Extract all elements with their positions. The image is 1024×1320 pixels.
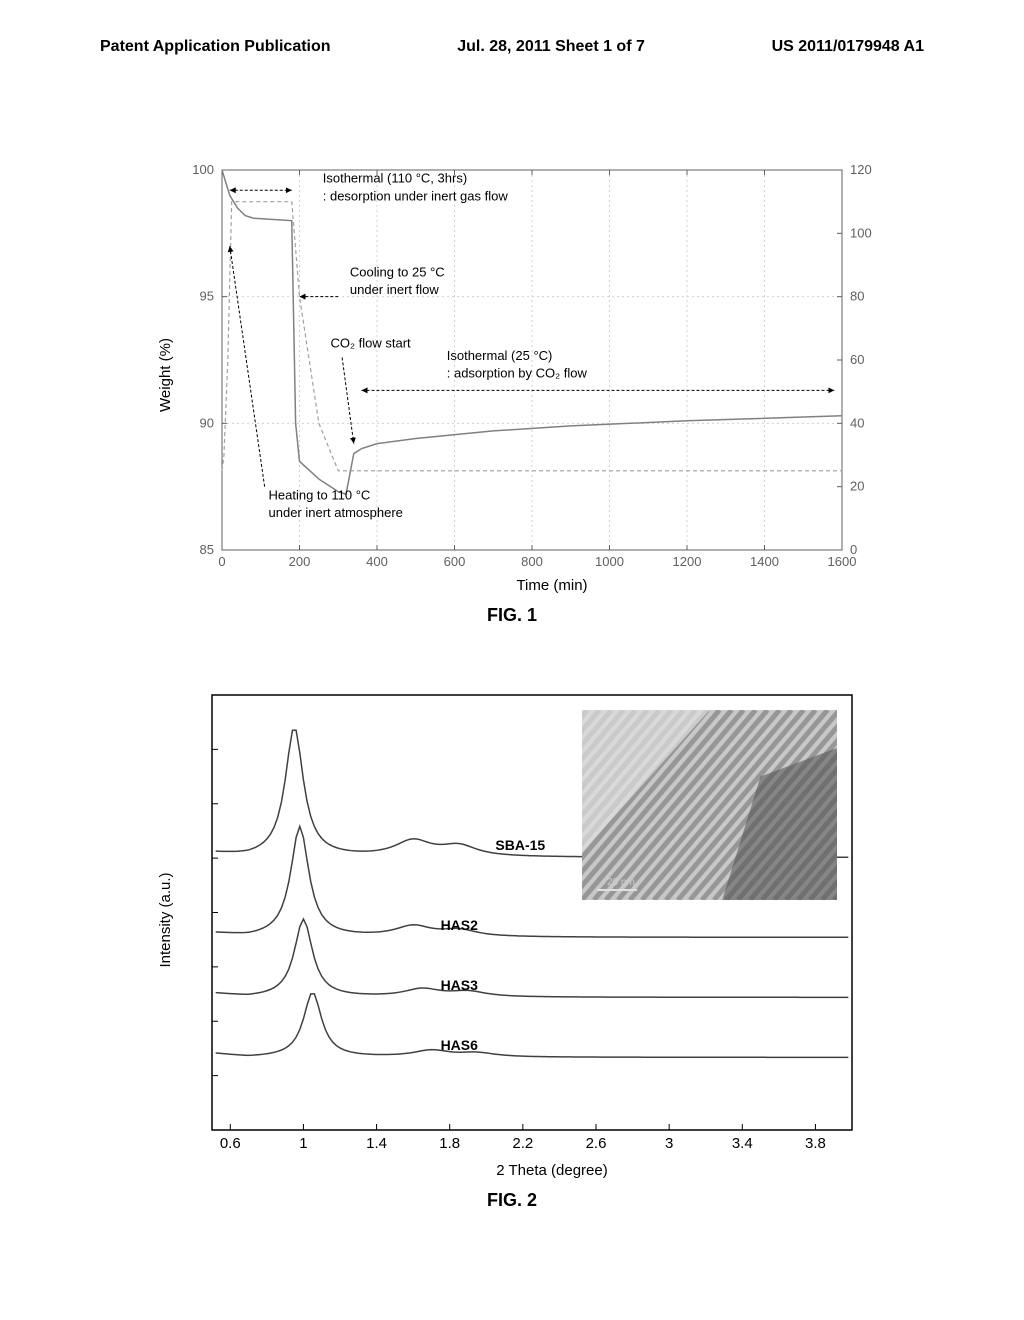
svg-text:3.4: 3.4 xyxy=(732,1135,753,1152)
svg-text:3: 3 xyxy=(665,1135,673,1152)
svg-text:90: 90 xyxy=(200,415,214,430)
fig2-ylabel: Intensity (a.u.) xyxy=(157,872,174,967)
svg-text:: adsorption by CO₂ flow: : adsorption by CO₂ flow xyxy=(447,366,588,381)
header-left: Patent Application Publication xyxy=(100,38,331,56)
svg-text:0: 0 xyxy=(850,542,857,557)
svg-text:3.8: 3.8 xyxy=(805,1135,826,1152)
fig2-chart: 0.6 1 1.4 1.8 2.2 2.6 3 3.4 3.8 SBA-15 HAS2 HAS3 HAS… xyxy=(152,680,872,1180)
svg-text:0: 0 xyxy=(218,554,225,569)
svg-text:HAS2: HAS2 xyxy=(441,917,479,933)
svg-text:80: 80 xyxy=(850,289,864,304)
svg-text:under inert flow: under inert flow xyxy=(350,282,439,297)
svg-text:under inert atmosphere: under inert atmosphere xyxy=(269,505,403,520)
header-center: Jul. 28, 2011 Sheet 1 of 7 xyxy=(457,38,645,56)
fig1-ylabel: Weight (%) xyxy=(157,338,174,412)
fig2-caption: FIG. 2 xyxy=(152,1190,872,1211)
svg-text:1: 1 xyxy=(299,1135,307,1152)
svg-text:1400: 1400 xyxy=(750,554,779,569)
svg-text:2.2: 2.2 xyxy=(512,1135,533,1152)
svg-text:Heating to 110 °C: Heating to 110 °C xyxy=(269,487,371,502)
svg-text:1000: 1000 xyxy=(595,554,624,569)
fig1-plot-area: 0200400600800100012001400160085909510002… xyxy=(192,162,871,569)
svg-text:SBA-15: SBA-15 xyxy=(495,837,545,853)
figure-2: 0.6 1 1.4 1.8 2.2 2.6 3 3.4 3.8 SBA-15 HAS2 HAS3 HAS… xyxy=(152,680,872,1211)
svg-text:600: 600 xyxy=(444,554,466,569)
svg-text:100: 100 xyxy=(850,225,872,240)
fig1-caption: FIG. 1 xyxy=(152,605,872,626)
svg-text:85: 85 xyxy=(200,542,214,557)
svg-text:95: 95 xyxy=(200,289,214,304)
figure-1: 0200400600800100012001400160085909510002… xyxy=(152,155,872,626)
fig2-xlabel: 2 Theta (degree) xyxy=(496,1162,607,1179)
svg-text:20: 20 xyxy=(850,479,864,494)
svg-text:HAS3: HAS3 xyxy=(441,977,479,993)
fig1-xlabel: Time (min) xyxy=(516,577,587,594)
svg-text:Cooling to 25 °C: Cooling to 25 °C xyxy=(350,264,445,279)
svg-text:20 nm: 20 nm xyxy=(607,877,635,888)
svg-text:40: 40 xyxy=(850,415,864,430)
svg-text:: desorption under inert gas f: : desorption under inert gas flow xyxy=(323,188,509,203)
svg-text:0.6: 0.6 xyxy=(220,1135,241,1152)
svg-text:HAS6: HAS6 xyxy=(441,1037,479,1053)
svg-text:400: 400 xyxy=(366,554,388,569)
svg-text:1200: 1200 xyxy=(673,554,702,569)
svg-text:CO₂ flow start: CO₂ flow start xyxy=(331,335,412,350)
svg-text:60: 60 xyxy=(850,352,864,367)
page-header: Patent Application Publication Jul. 28, … xyxy=(0,38,1024,56)
svg-text:Isothermal (110 °C, 3hrs): Isothermal (110 °C, 3hrs) xyxy=(323,171,467,186)
svg-text:1.4: 1.4 xyxy=(366,1135,387,1152)
svg-text:120: 120 xyxy=(850,162,872,177)
fig1-chart: 0200400600800100012001400160085909510002… xyxy=(152,155,872,595)
fig2-plot-area: 0.6 1 1.4 1.8 2.2 2.6 3 3.4 3.8 SBA-15 HAS2 HAS3 HAS… xyxy=(212,695,872,1152)
svg-text:Isothermal (25 °C): Isothermal (25 °C) xyxy=(447,348,553,363)
header-right: US 2011/0179948 A1 xyxy=(772,38,924,56)
svg-text:2.6: 2.6 xyxy=(586,1135,607,1152)
svg-text:200: 200 xyxy=(289,554,311,569)
svg-text:800: 800 xyxy=(521,554,543,569)
svg-text:100: 100 xyxy=(192,162,214,177)
svg-text:1.8: 1.8 xyxy=(439,1135,460,1152)
